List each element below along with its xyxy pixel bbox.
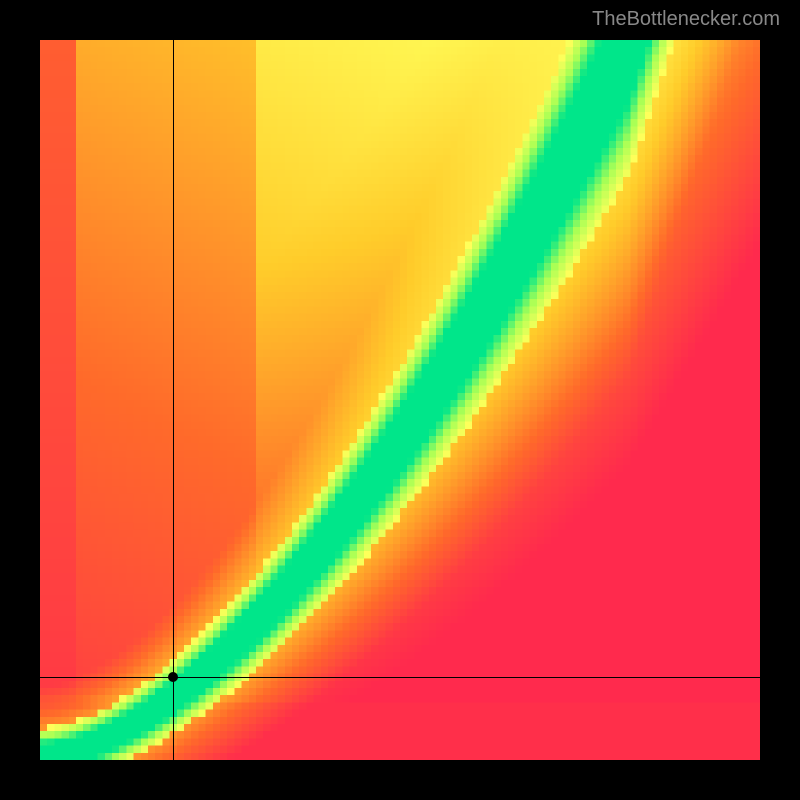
crosshair-marker — [168, 672, 178, 682]
heatmap-plot — [40, 40, 760, 760]
heatmap-canvas — [40, 40, 760, 760]
crosshair-vertical — [173, 40, 174, 760]
watermark-text: TheBottlenecker.com — [592, 8, 780, 31]
crosshair-horizontal — [40, 677, 760, 678]
